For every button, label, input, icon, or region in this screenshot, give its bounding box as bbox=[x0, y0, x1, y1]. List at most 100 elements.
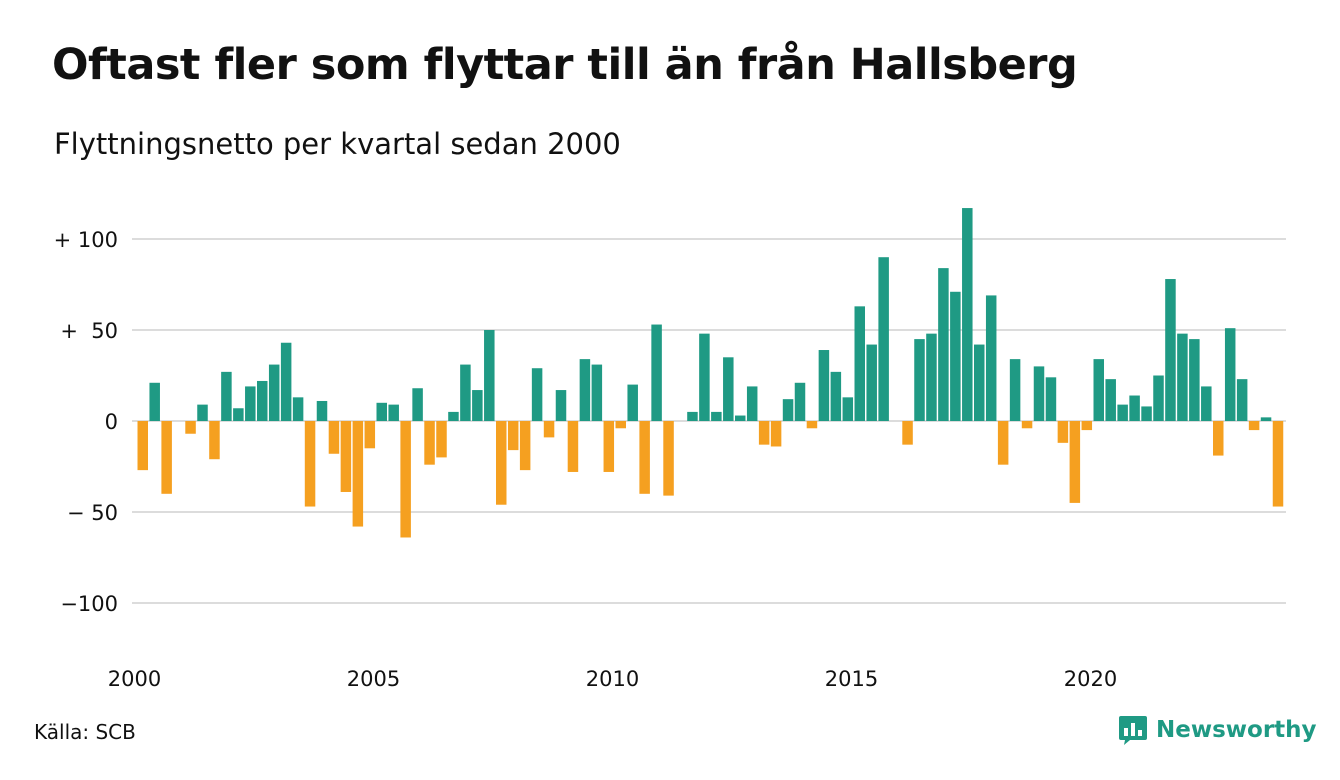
bar bbox=[1165, 279, 1176, 421]
bar bbox=[185, 421, 196, 434]
bar bbox=[842, 397, 854, 421]
bar bbox=[1021, 421, 1033, 429]
y-tick-label: 0 bbox=[105, 410, 118, 434]
bar bbox=[424, 421, 435, 465]
bar bbox=[997, 421, 1009, 465]
bar bbox=[938, 268, 949, 421]
y-tick-label: − 50 bbox=[67, 501, 118, 525]
bar bbox=[1117, 404, 1128, 421]
bar bbox=[758, 421, 770, 445]
bar bbox=[699, 333, 710, 421]
bar bbox=[902, 421, 913, 445]
bar bbox=[1057, 421, 1069, 443]
bar bbox=[137, 421, 148, 471]
bar bbox=[926, 333, 937, 421]
bar bbox=[448, 411, 459, 421]
chart-subtitle: Flyttningsnetto per kvartal sedan 2000 bbox=[54, 127, 621, 161]
bar bbox=[1105, 379, 1116, 421]
bars bbox=[137, 208, 1284, 538]
bar bbox=[1272, 421, 1284, 507]
bar bbox=[304, 421, 316, 507]
bar bbox=[1201, 386, 1212, 421]
brand-logo: Newsworthy bbox=[1118, 713, 1317, 747]
bar bbox=[531, 368, 543, 421]
bar bbox=[1045, 377, 1057, 421]
x-tick-label: 2000 bbox=[108, 667, 161, 691]
bar bbox=[1141, 406, 1152, 421]
bar bbox=[914, 339, 925, 421]
bar bbox=[519, 421, 531, 471]
bar bbox=[735, 415, 746, 421]
bar bbox=[484, 330, 495, 421]
bar bbox=[615, 421, 626, 429]
bar bbox=[412, 388, 423, 421]
bar bbox=[472, 390, 483, 421]
bar bbox=[1248, 421, 1260, 431]
x-tick-label: 2010 bbox=[586, 667, 639, 691]
bar bbox=[854, 306, 865, 421]
bar bbox=[292, 397, 304, 421]
bar bbox=[364, 421, 376, 449]
y-axis: + 100 + 50 0 − 50 −100 bbox=[54, 228, 118, 616]
y-tick-label: + 100 bbox=[54, 228, 118, 252]
bar bbox=[806, 421, 818, 429]
bar bbox=[974, 344, 985, 421]
bar bbox=[1069, 421, 1081, 503]
chart-title: Oftast fler som flyttar till än från Hal… bbox=[52, 40, 1078, 90]
bar bbox=[496, 421, 507, 505]
bar bbox=[268, 364, 280, 421]
bar bbox=[639, 421, 650, 494]
x-tick-label: 2015 bbox=[825, 667, 878, 691]
bar bbox=[257, 380, 268, 421]
bar bbox=[591, 364, 603, 421]
source-note: Källa: SCB bbox=[34, 720, 136, 744]
bar bbox=[245, 386, 256, 421]
bar bbox=[209, 421, 220, 460]
bar-chart-speech-bubble-icon bbox=[1119, 716, 1147, 745]
bar bbox=[770, 421, 782, 447]
bar bbox=[603, 421, 615, 472]
bar bbox=[400, 421, 411, 538]
bar bbox=[663, 421, 674, 496]
bar bbox=[687, 411, 698, 421]
bar bbox=[962, 208, 973, 421]
bar bbox=[1213, 421, 1224, 456]
bar bbox=[543, 421, 555, 438]
bar bbox=[1260, 417, 1272, 421]
bar bbox=[436, 421, 447, 458]
bar bbox=[985, 295, 997, 421]
bar bbox=[782, 399, 794, 421]
bar bbox=[711, 411, 722, 421]
bar bbox=[328, 421, 340, 454]
bar bbox=[818, 350, 830, 421]
bar bbox=[1153, 375, 1164, 421]
bar bbox=[161, 421, 172, 494]
x-axis: 2000 2005 2010 2015 2020 bbox=[108, 667, 1117, 691]
bar bbox=[340, 421, 352, 492]
bar bbox=[1177, 333, 1188, 421]
bar bbox=[280, 342, 292, 421]
bar bbox=[555, 390, 567, 421]
bar bbox=[794, 382, 806, 421]
bar bbox=[567, 421, 579, 472]
brand-name: Newsworthy bbox=[1156, 717, 1317, 743]
bar bbox=[878, 257, 889, 421]
bar bbox=[233, 408, 244, 421]
bar bbox=[507, 421, 519, 451]
bar bbox=[746, 386, 758, 421]
bar bbox=[221, 371, 232, 421]
y-tick-label: −100 bbox=[60, 592, 118, 616]
bar bbox=[1009, 359, 1021, 421]
bar bbox=[1093, 359, 1104, 421]
bar bbox=[866, 344, 877, 421]
bar bbox=[460, 364, 471, 421]
bar bbox=[579, 359, 591, 421]
bar bbox=[830, 371, 842, 421]
x-tick-label: 2005 bbox=[347, 667, 400, 691]
bar bbox=[316, 400, 328, 421]
bar bbox=[1224, 328, 1236, 421]
bar bbox=[352, 421, 364, 527]
bar bbox=[1081, 421, 1093, 431]
bar bbox=[1129, 395, 1140, 421]
bar bbox=[950, 291, 961, 421]
